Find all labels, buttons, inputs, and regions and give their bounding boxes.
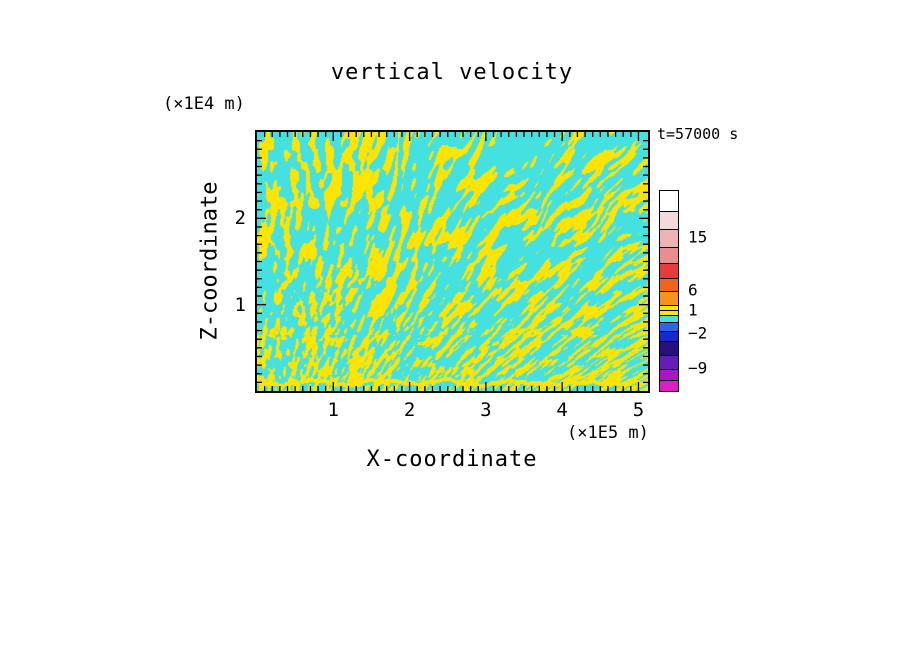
colorbar-segment: [660, 355, 678, 369]
x-axis-title: X-coordinate: [366, 447, 538, 472]
z-tick-label: 2: [234, 207, 246, 230]
colorbar-segment: [660, 380, 678, 391]
z-tick-label: 1: [234, 293, 246, 316]
colorbar: [659, 190, 679, 392]
colorbar-tick-label: −2: [688, 323, 708, 343]
time-label: t=57000 s: [657, 125, 739, 143]
z-axis-units: (×1E4 m): [163, 94, 245, 114]
colorbar-segment: [660, 229, 678, 247]
chart-title: vertical velocity: [330, 60, 574, 85]
colorbar-segment: [660, 278, 678, 291]
colorbar-segment: [660, 369, 678, 380]
x-tick-label: 4: [556, 399, 568, 421]
colorbar-segment: [660, 291, 678, 305]
colorbar-segment: [660, 331, 678, 341]
colorbar-tick-label: 1: [688, 300, 698, 320]
colorbar-segment: [660, 211, 678, 229]
colorbar-tick-label: −9: [688, 358, 708, 378]
plot-area: [255, 130, 650, 393]
x-tick-label: 1: [327, 399, 340, 421]
colorbar-segment: [660, 263, 678, 278]
colorbar-segment: [660, 341, 678, 355]
colorbar-segment: [660, 310, 678, 315]
z-axis-title: Z-coordinate: [197, 181, 223, 341]
colorbar-tick-label: 6: [688, 280, 698, 300]
heatmap-field: [257, 132, 648, 391]
colorbar-segment: [660, 315, 678, 322]
colorbar-segment: [660, 322, 678, 331]
x-tick-label: 2: [403, 399, 416, 421]
colorbar-segment: [660, 191, 678, 211]
x-tick-label: 3: [480, 399, 492, 421]
colorbar-segment: [660, 305, 678, 310]
colorbar-segment: [660, 247, 678, 263]
x-tick-label: 5: [632, 399, 645, 421]
x-axis-units: (×1E5 m): [567, 423, 649, 443]
axis-ticks-overlay: [257, 132, 648, 391]
colorbar-tick-label: 15: [688, 227, 708, 247]
